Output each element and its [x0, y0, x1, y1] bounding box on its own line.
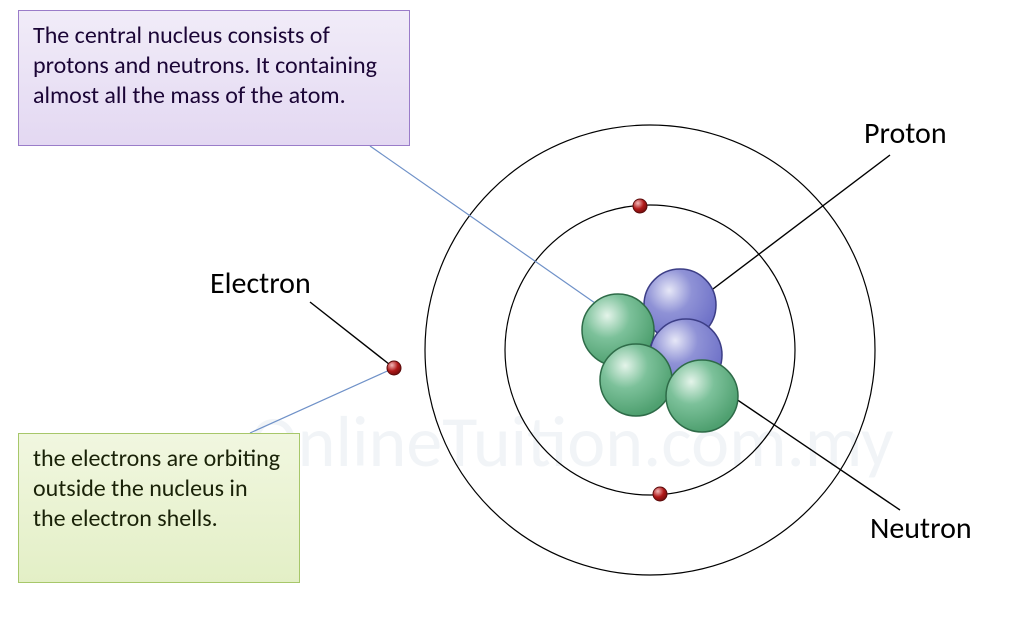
- electron-dot: [653, 487, 667, 501]
- nucleus-cluster: [582, 269, 738, 432]
- electron-dot: [633, 199, 647, 213]
- electron-label: Electron: [210, 265, 311, 302]
- nucleus-callout: The central nucleus consists of protons …: [18, 10, 410, 146]
- leader-line: [370, 146, 605, 310]
- electron-dot: [387, 361, 401, 375]
- leader-line: [250, 368, 394, 433]
- leader-line: [310, 302, 394, 368]
- proton-label: Proton: [864, 115, 947, 152]
- leader-lines: [250, 146, 900, 510]
- neutron-label: Neutron: [870, 510, 972, 547]
- neutron-sphere: [600, 344, 672, 416]
- electrons-callout: the electrons are orbiting outside the n…: [18, 433, 300, 583]
- neutron-sphere: [666, 360, 738, 432]
